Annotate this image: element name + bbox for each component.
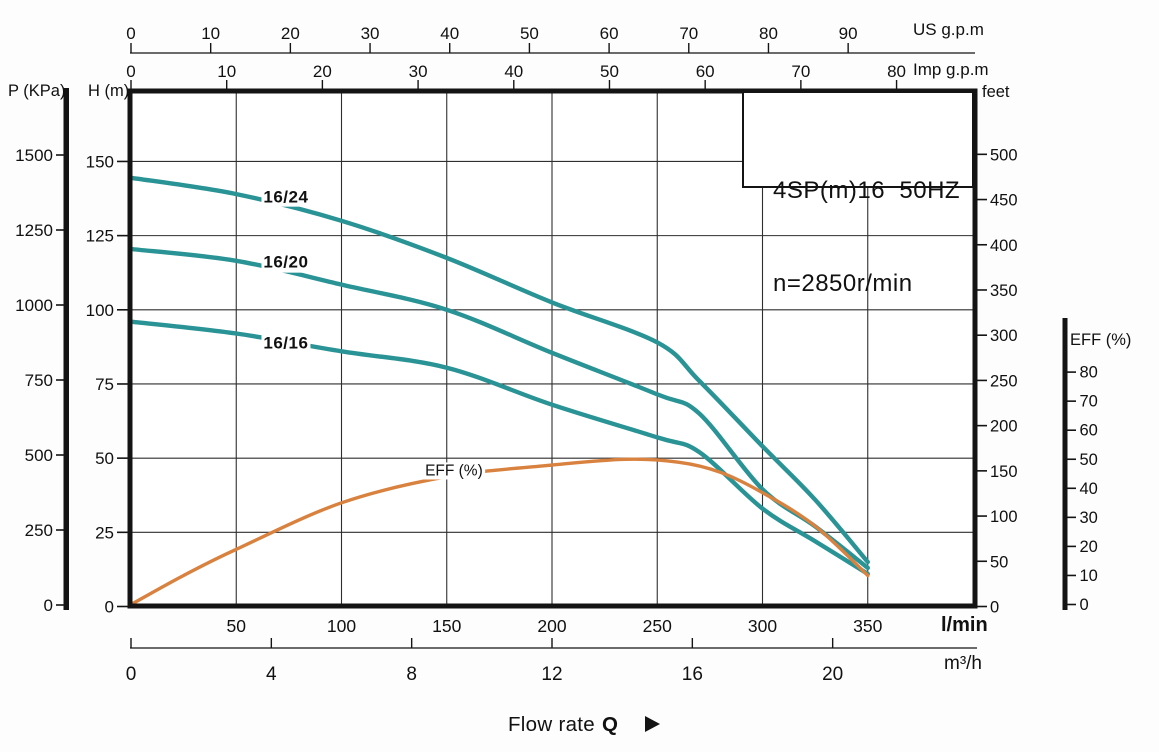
feet-axis-tick-label: 350 xyxy=(990,282,1018,300)
m3h-tick-label: 8 xyxy=(406,664,417,685)
plot-border xyxy=(127,88,978,609)
imp-gpm-tick-label: 10 xyxy=(217,62,236,81)
us-gpm-tick-label: 10 xyxy=(201,24,220,43)
m3h-tick-label: 20 xyxy=(822,664,843,685)
flow-direction-arrow-icon xyxy=(645,715,661,732)
us-gpm-tick-label: 70 xyxy=(679,24,698,43)
p-kpa-axis-title: P (KPa) xyxy=(8,82,66,100)
eff-axis-tick-label: 60 xyxy=(1080,422,1098,440)
eff-axis-tick-label: 10 xyxy=(1080,567,1098,585)
lmin-tick-label: 100 xyxy=(327,616,356,636)
imp-gpm-tick-label: 60 xyxy=(696,62,715,81)
h-axis-tick-label: 25 xyxy=(95,523,114,542)
lmin-tick-label: 200 xyxy=(537,616,566,636)
m3h-unit-label: m³/h xyxy=(944,653,982,674)
lmin-tick-label: 300 xyxy=(748,616,777,636)
eff-axis-tick-label: 40 xyxy=(1080,480,1098,498)
us-gpm-tick-label: 80 xyxy=(759,24,778,43)
h-axis-tick-label: 0 xyxy=(105,598,114,617)
m3h-tick-label: 0 xyxy=(126,664,137,685)
m3h-tick-label: 12 xyxy=(541,664,562,685)
curve-label-16-24: 16/24 xyxy=(261,187,311,207)
p-axis-bar xyxy=(63,88,69,610)
p-axis-tick-label: 250 xyxy=(25,521,53,540)
us-gpm-tick-label: 40 xyxy=(440,24,459,43)
pump-model-box: 4SP(m)16 50HZ n=2850r/min xyxy=(742,91,974,297)
pump-speed: n=2850r/min xyxy=(773,270,913,297)
curve-eff xyxy=(129,457,870,607)
p-axis-tick-label: 1500 xyxy=(15,146,53,165)
feet-axis-tick-label: 100 xyxy=(990,508,1018,526)
lmin-tick-label: 50 xyxy=(227,616,247,636)
imp-gpm-axis-title: Imp g.p.m xyxy=(913,60,989,79)
feet-axis-tick-label: 200 xyxy=(990,418,1018,436)
us-gpm-tick-label: 30 xyxy=(361,24,380,43)
feet-axis-tick-label: 300 xyxy=(990,327,1018,345)
feet-axis-tick-label: 50 xyxy=(990,553,1008,571)
m3h-tick-label: 16 xyxy=(682,664,703,685)
p-axis-tick-label: 1250 xyxy=(15,221,53,240)
feet-axis-tick-label: 500 xyxy=(990,146,1018,164)
us-gpm-tick-label: 60 xyxy=(600,24,619,43)
lmin-unit-label: l/min xyxy=(941,614,988,636)
feet-axis-title: feet xyxy=(982,83,1010,101)
p-axis-tick-label: 0 xyxy=(44,596,53,615)
flow-rate-axis-title: Flow rate Q xyxy=(484,691,661,752)
imp-gpm-tick-label: 40 xyxy=(504,62,523,81)
eff-axis-tick-label: 70 xyxy=(1080,393,1098,411)
eff-axis-tick-label: 0 xyxy=(1080,596,1089,614)
curve-label-16-20: 16/20 xyxy=(261,252,311,273)
h-axis-tick-label: 100 xyxy=(86,301,114,320)
eff-axis-tick-label: 50 xyxy=(1080,451,1098,469)
h-axis-tick-label: 125 xyxy=(86,227,114,246)
eff-axis-tick-label: 20 xyxy=(1080,538,1098,556)
eff-axis-title: EFF (%) xyxy=(1070,331,1132,349)
us-gpm-axis-title: US g.p.m xyxy=(913,20,984,39)
imp-gpm-tick-label: 50 xyxy=(600,62,619,81)
flow-rate-text: Flow rate xyxy=(507,712,595,736)
imp-gpm-tick-label: 80 xyxy=(887,62,906,81)
h-m-axis-title: H (m) xyxy=(88,82,130,100)
p-axis-tick-label: 500 xyxy=(25,446,53,465)
curve-label-eff: EFF (%) xyxy=(423,462,485,480)
curve-label-16-16: 16/16 xyxy=(261,333,311,353)
imp-gpm-tick-label: 30 xyxy=(409,62,428,81)
m3h-tick-label: 4 xyxy=(266,664,277,685)
h-axis-tick-label: 75 xyxy=(95,375,114,394)
us-gpm-tick-label: 50 xyxy=(520,24,539,43)
us-gpm-tick-label: 90 xyxy=(839,24,858,43)
eff-axis-bar xyxy=(1062,318,1068,610)
h-axis-tick-label: 150 xyxy=(86,152,114,171)
p-axis-tick-label: 1000 xyxy=(15,296,53,315)
feet-axis-tick-label: 150 xyxy=(990,463,1018,481)
pump-model-title: 4SP(m)16 50HZ xyxy=(773,177,961,204)
flow-rate-q: Q xyxy=(602,712,619,736)
p-axis-tick-label: 750 xyxy=(25,371,53,390)
feet-axis-tick-label: 250 xyxy=(990,372,1018,390)
lmin-tick-label: 350 xyxy=(853,616,882,636)
lmin-tick-label: 150 xyxy=(432,616,461,636)
us-gpm-tick-label: 0 xyxy=(126,24,135,43)
imp-gpm-tick-label: 20 xyxy=(313,62,332,81)
eff-axis-tick-label: 80 xyxy=(1080,364,1098,382)
h-axis-tick-label: 50 xyxy=(95,449,114,468)
feet-axis-tick-label: 450 xyxy=(990,192,1018,210)
lmin-tick-label: 250 xyxy=(643,616,672,636)
imp-gpm-tick-label: 0 xyxy=(126,62,135,81)
imp-gpm-tick-label: 70 xyxy=(791,62,810,81)
us-gpm-tick-label: 20 xyxy=(281,24,300,43)
eff-axis-tick-label: 30 xyxy=(1080,509,1098,527)
feet-axis-tick-label: 0 xyxy=(990,599,999,617)
feet-axis-tick-label: 400 xyxy=(990,237,1018,255)
